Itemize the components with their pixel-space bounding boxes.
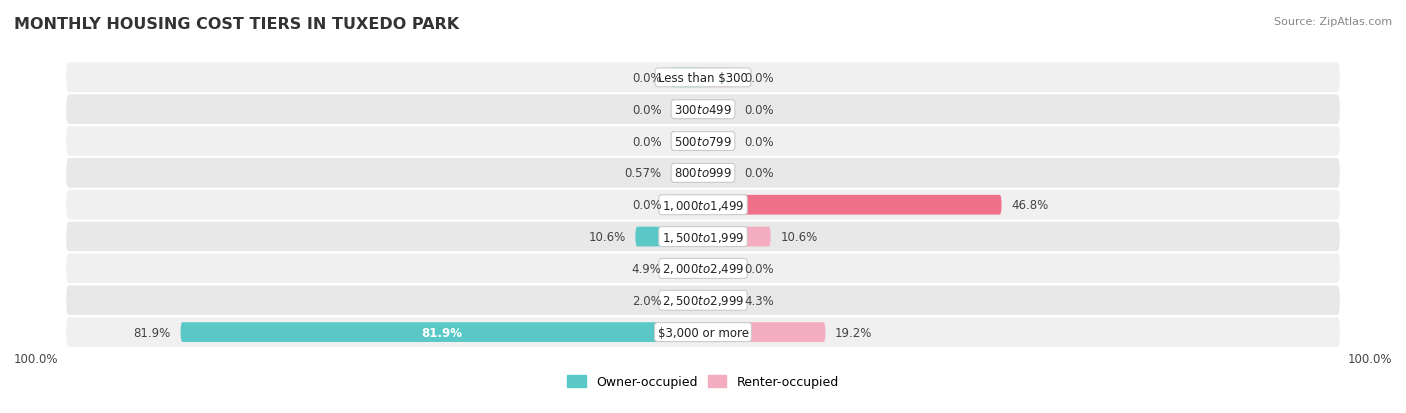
FancyBboxPatch shape	[703, 164, 735, 183]
Text: Source: ZipAtlas.com: Source: ZipAtlas.com	[1274, 17, 1392, 26]
FancyBboxPatch shape	[703, 291, 735, 311]
FancyBboxPatch shape	[636, 227, 703, 247]
Text: 10.6%: 10.6%	[589, 230, 626, 244]
Text: 4.9%: 4.9%	[631, 262, 662, 275]
FancyBboxPatch shape	[65, 158, 1341, 189]
Text: 0.0%: 0.0%	[744, 103, 775, 116]
Text: 0.0%: 0.0%	[631, 72, 662, 85]
Text: 0.0%: 0.0%	[744, 167, 775, 180]
Text: 0.0%: 0.0%	[744, 135, 775, 148]
Text: $300 to $499: $300 to $499	[673, 103, 733, 116]
FancyBboxPatch shape	[671, 132, 703, 152]
Text: 10.6%: 10.6%	[780, 230, 817, 244]
Legend: Owner-occupied, Renter-occupied: Owner-occupied, Renter-occupied	[562, 370, 844, 393]
FancyBboxPatch shape	[703, 259, 735, 279]
FancyBboxPatch shape	[65, 253, 1341, 285]
Text: 19.2%: 19.2%	[835, 326, 872, 339]
Text: $3,000 or more: $3,000 or more	[658, 326, 748, 339]
Text: 81.9%: 81.9%	[134, 326, 172, 339]
FancyBboxPatch shape	[671, 164, 703, 183]
FancyBboxPatch shape	[671, 68, 703, 88]
FancyBboxPatch shape	[65, 126, 1341, 158]
Text: 0.0%: 0.0%	[631, 135, 662, 148]
FancyBboxPatch shape	[65, 316, 1341, 348]
Text: 0.0%: 0.0%	[631, 199, 662, 212]
Text: $1,500 to $1,999: $1,500 to $1,999	[662, 230, 744, 244]
FancyBboxPatch shape	[65, 221, 1341, 253]
FancyBboxPatch shape	[703, 100, 735, 120]
FancyBboxPatch shape	[703, 323, 825, 342]
Text: 46.8%: 46.8%	[1011, 199, 1049, 212]
FancyBboxPatch shape	[65, 189, 1341, 221]
FancyBboxPatch shape	[703, 195, 1001, 215]
Text: $2,000 to $2,499: $2,000 to $2,499	[662, 262, 744, 276]
Text: $2,500 to $2,999: $2,500 to $2,999	[662, 294, 744, 308]
Text: 2.0%: 2.0%	[631, 294, 662, 307]
Text: 0.0%: 0.0%	[744, 262, 775, 275]
Text: $1,000 to $1,499: $1,000 to $1,499	[662, 198, 744, 212]
FancyBboxPatch shape	[671, 100, 703, 120]
Text: 81.9%: 81.9%	[422, 326, 463, 339]
FancyBboxPatch shape	[671, 291, 703, 311]
Text: 100.0%: 100.0%	[14, 352, 59, 365]
FancyBboxPatch shape	[65, 285, 1341, 316]
Text: 0.0%: 0.0%	[744, 72, 775, 85]
Text: 0.0%: 0.0%	[631, 103, 662, 116]
Text: $800 to $999: $800 to $999	[673, 167, 733, 180]
FancyBboxPatch shape	[180, 323, 703, 342]
FancyBboxPatch shape	[65, 62, 1341, 94]
Text: $500 to $799: $500 to $799	[673, 135, 733, 148]
FancyBboxPatch shape	[671, 195, 703, 215]
Text: Less than $300: Less than $300	[658, 72, 748, 85]
FancyBboxPatch shape	[65, 94, 1341, 126]
FancyBboxPatch shape	[703, 68, 735, 88]
FancyBboxPatch shape	[703, 227, 770, 247]
Text: 0.57%: 0.57%	[624, 167, 662, 180]
FancyBboxPatch shape	[703, 132, 735, 152]
Text: MONTHLY HOUSING COST TIERS IN TUXEDO PARK: MONTHLY HOUSING COST TIERS IN TUXEDO PAR…	[14, 17, 460, 31]
FancyBboxPatch shape	[671, 259, 703, 279]
Text: 4.3%: 4.3%	[744, 294, 775, 307]
Text: 100.0%: 100.0%	[1347, 352, 1392, 365]
